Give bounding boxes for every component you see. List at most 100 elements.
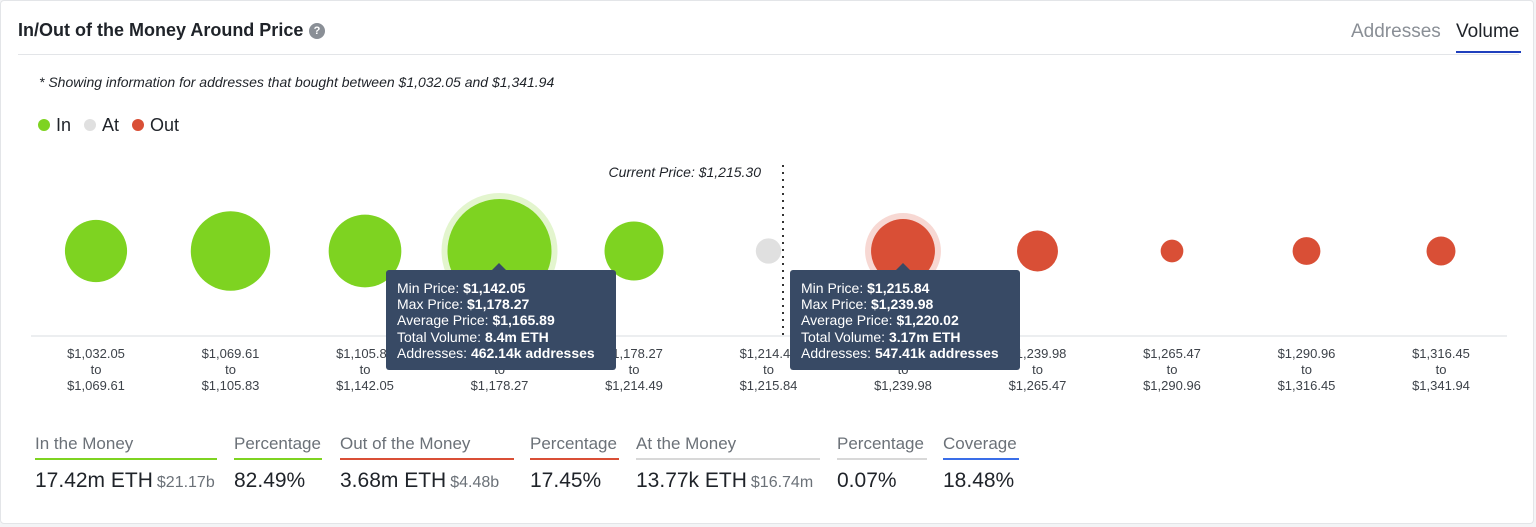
tooltip-volume-value: 3.17m ETH (888, 328, 961, 345)
x-tick-label: to (763, 362, 774, 377)
legend-dot-at (84, 118, 96, 131)
x-tick-label: to (225, 362, 236, 377)
legend-dot-in (38, 118, 50, 131)
x-tick-label: $1,239.98 (1009, 346, 1067, 361)
x-tick-label: $1,032.05 (67, 346, 125, 361)
x-tick-label: to (1436, 362, 1447, 377)
tooltip-avg-value: $1,220.02 (896, 312, 959, 329)
legend-label-out: Out (150, 115, 180, 135)
current-price-label: Current Price: $1,215.30 (608, 164, 761, 180)
tooltip-max-value: $1,239.98 (871, 296, 934, 313)
stat-value: 17.45% (530, 469, 602, 492)
tooltip-caret (492, 263, 506, 270)
tab-addresses[interactable]: Addresses (1351, 21, 1441, 42)
stat-rule (837, 458, 927, 460)
x-tick-label: $1,069.61 (202, 346, 260, 361)
x-tick-label: $1,178.27 (605, 346, 663, 361)
stat-label: At the Money (636, 434, 737, 453)
tooltip-addresses-label: Addresses: (397, 344, 468, 361)
x-tick-label: $1,215.84 (740, 378, 798, 393)
tooltip-avg-value: $1,165.89 (492, 312, 555, 329)
bubble-in[interactable] (604, 221, 664, 281)
stat-value-usd: $21.17b (156, 474, 215, 491)
stat-value-usd: $16.74m (750, 474, 814, 491)
legend-item-in[interactable]: In (38, 115, 71, 136)
active-tab-indicator (1456, 51, 1521, 53)
tooltip-volume-label: Total Volume: (397, 328, 482, 345)
tooltip-max-value: $1,178.27 (467, 296, 530, 313)
bubble-out[interactable] (1017, 230, 1058, 272)
x-tick-label: $1,069.61 (67, 378, 125, 393)
stat-rule (35, 458, 217, 460)
tooltip-max-label: Max Price: (801, 296, 868, 313)
stat-value-main: 3.68m ETH (340, 469, 447, 492)
bubble-out[interactable] (1160, 239, 1184, 263)
tooltip-min-value: $1,215.84 (867, 280, 930, 296)
stat-label: Out of the Money (340, 434, 471, 453)
legend-item-at[interactable]: At (84, 115, 119, 136)
x-tick-label: to (1032, 362, 1043, 377)
tooltip-addresses-value: 462.14k addresses (470, 344, 595, 361)
stat-value: 3.68m ETH $4.48b (340, 469, 514, 493)
x-tick-label: $1,105.83 (336, 346, 394, 361)
tooltip-max-label: Max Price: (397, 296, 464, 313)
x-tick-label: $1,316.45 (1278, 378, 1336, 393)
price-range-note: * Showing information for addresses that… (39, 74, 555, 90)
stat-value: 0.07% (837, 469, 897, 492)
header-divider (18, 54, 1519, 55)
stat-label: Percentage (234, 434, 321, 453)
stat-value-usd: $4.48b (450, 474, 500, 491)
stat-rule (636, 458, 820, 460)
x-tick-label: to (1301, 362, 1312, 377)
tooltip-avg-label: Average Price: (397, 312, 489, 329)
stat-value-main: 13.77k ETH (636, 469, 747, 492)
tooltip-caret (896, 263, 910, 270)
x-tick-label: $1,214.49 (740, 346, 798, 361)
stat-at-percentage: Percentage 0.07% (837, 434, 927, 493)
stat-rule (943, 458, 1019, 460)
x-tick-label: to (1167, 362, 1178, 377)
bubble-in[interactable] (190, 211, 271, 291)
stat-rule (340, 458, 514, 460)
bubble-out[interactable] (871, 219, 935, 283)
x-tick-label: to (360, 362, 371, 377)
legend-item-out[interactable]: Out (132, 115, 179, 136)
legend-label-in: In (56, 115, 72, 135)
x-tick-label: $1,265.47 (1009, 378, 1067, 393)
stat-at-the-money: At the Money 13.77k ETH $16.74m (636, 434, 820, 493)
tooltip-avg-label: Average Price: (801, 312, 893, 329)
bubble-out[interactable] (1292, 237, 1321, 265)
tooltip-min-label: Min Price: (801, 280, 864, 296)
tab-volume[interactable]: Volume (1456, 21, 1520, 42)
card-title: In/Out of the Money Around Price (18, 20, 304, 40)
bubble-out[interactable] (1426, 236, 1456, 266)
x-tick-label: $1,142.05 (336, 378, 394, 393)
stat-label: In the Money (35, 434, 134, 453)
x-tick-label: $1,265.47 (1143, 346, 1201, 361)
tooltip-addresses-label: Addresses: (801, 344, 872, 361)
bubble-in[interactable] (328, 214, 402, 288)
question-circle-icon[interactable]: ? (309, 23, 325, 39)
stat-value-main: 17.42m ETH (35, 469, 153, 492)
stat-label: Percentage (837, 434, 924, 453)
x-tick-label: $1,316.45 (1412, 346, 1470, 361)
tooltip-in-cluster: Min Price: $1,142.05 Max Price: $1,178.2… (386, 263, 616, 370)
bubble-in[interactable] (64, 219, 128, 283)
x-tick-label: $1,105.83 (202, 378, 260, 393)
stat-value: 18.48% (943, 469, 1015, 492)
x-tick-label: to (91, 362, 102, 377)
stat-rule (530, 458, 619, 460)
tooltip-min-value: $1,142.05 (463, 280, 526, 296)
tooltip-out-cluster: Min Price: $1,215.84 Max Price: $1,239.9… (790, 263, 1020, 370)
stat-in-percentage: Percentage 82.49% (234, 434, 322, 493)
legend-label-at: At (102, 115, 120, 135)
bubble-chart: Current Price: $1,215.30$1,032.05to$1,06… (31, 164, 1507, 393)
stat-value: 13.77k ETH $16.74m (636, 469, 820, 493)
x-tick-label: $1,290.96 (1278, 346, 1336, 361)
tooltip-addresses-value: 547.41k addresses (874, 344, 999, 361)
bubble-at[interactable] (755, 238, 782, 264)
card-header: In/Out of the Money Around Price ? Addre… (1, 1, 1533, 57)
stat-out-percentage: Percentage 17.45% (530, 434, 619, 493)
x-tick-label: $1,214.49 (605, 378, 663, 393)
